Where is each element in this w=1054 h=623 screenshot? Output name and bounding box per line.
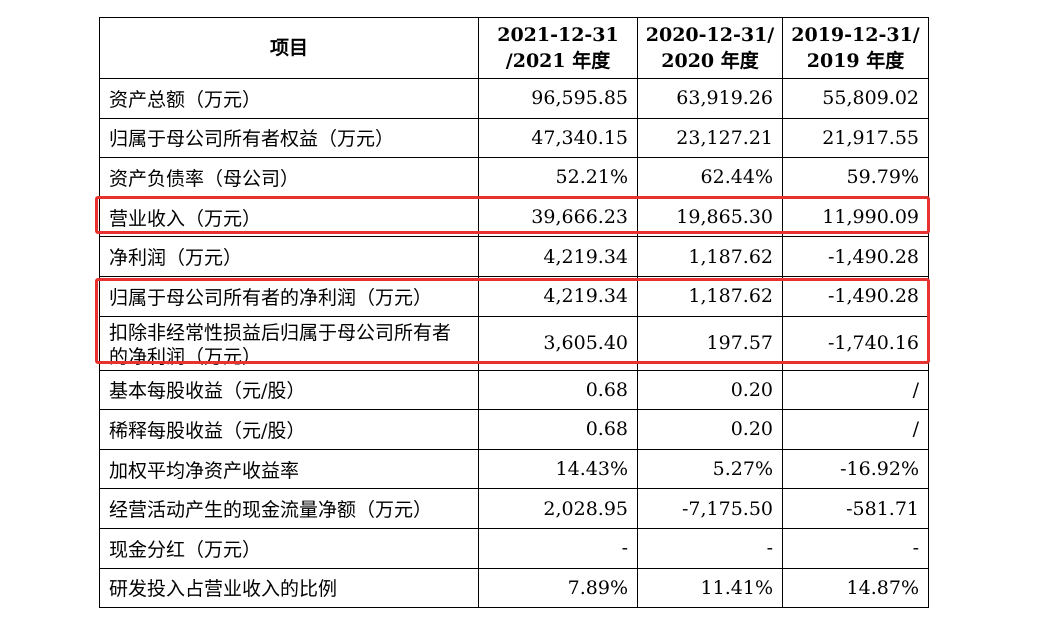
value-2020: 1,187.62 [637, 275, 783, 317]
value-2020: 62.44% [637, 157, 783, 198]
value-2019: 21,917.55 [782, 117, 929, 159]
value-2019: -1,490.28 [782, 236, 929, 277]
table-row: 经营活动产生的现金流量净额（万元） 2,028.95 -7,175.50 -58… [99, 488, 929, 529]
row-label: 扣除非经常性损益后归属于母公司所有者的净利润（万元） [99, 315, 479, 371]
table-row: 稀释每股收益（元/股） 0.68 0.20 / [99, 409, 929, 450]
header-2019: 2019-12-31/2019 年度 [782, 17, 929, 79]
table-row-adjusted-net-profit: 扣除非经常性损益后归属于母公司所有者的净利润（万元） 3,605.40 197.… [99, 315, 929, 371]
header-2020: 2020-12-31/2020 年度 [637, 17, 783, 79]
value-2021: 14.43% [478, 448, 638, 490]
table-row: 加权平均净资产收益率 14.43% 5.27% -16.92% [99, 448, 929, 490]
value-2021: 4,219.34 [478, 275, 638, 317]
value-2021: 47,340.15 [478, 117, 638, 159]
value-2019: -581.71 [782, 488, 929, 529]
value-2019: -16.92% [782, 448, 929, 490]
table-row-parent-net-profit: 归属于母公司所有者的净利润（万元） 4,219.34 1,187.62 -1,4… [99, 275, 929, 317]
row-label: 归属于母公司所有者权益（万元） [99, 117, 479, 159]
row-label-text: 扣除非经常性损益后归属于母公司所有者的净利润（万元） [109, 321, 452, 366]
value-2019: 59.79% [782, 157, 929, 198]
table-row: 研发投入占营业收入的比例 7.89% 11.41% 14.87% [99, 567, 929, 609]
value-2021: 39,666.23 [478, 196, 638, 238]
table-row: 资产总额（万元） 96,595.85 63,919.26 55,809.02 [99, 78, 929, 119]
value-2019: 11,990.09 [782, 196, 929, 238]
value-2019: 55,809.02 [782, 78, 929, 119]
value-2019: - [782, 527, 929, 569]
value-2020: 11.41% [637, 567, 783, 609]
value-2021: 96,595.85 [478, 78, 638, 119]
row-label: 加权平均净资产收益率 [99, 448, 479, 490]
table-row-revenue: 营业收入（万元） 39,666.23 19,865.30 11,990.09 [99, 196, 929, 238]
value-2021: 0.68 [478, 409, 638, 450]
value-2020: 1,187.62 [637, 236, 783, 277]
value-2019: / [782, 409, 929, 450]
value-2020: - [637, 527, 783, 569]
value-2021: 0.68 [478, 369, 638, 411]
value-2020: 19,865.30 [637, 196, 783, 238]
row-label: 归属于母公司所有者的净利润（万元） [99, 275, 479, 317]
value-2020: 0.20 [637, 369, 783, 411]
value-2021: 2,028.95 [478, 488, 638, 529]
table-row: 资产负债率（母公司） 52.21% 62.44% 59.79% [99, 157, 929, 198]
value-2021: - [478, 527, 638, 569]
header-row: 项目 2021-12-31/2021 年度 2020-12-31/2020 年度… [99, 17, 929, 79]
row-label: 研发投入占营业收入的比例 [99, 567, 479, 609]
row-label: 净利润（万元） [99, 236, 479, 277]
row-label: 现金分红（万元） [99, 527, 479, 569]
value-2019: / [782, 369, 929, 411]
row-label: 稀释每股收益（元/股） [99, 409, 479, 450]
header-item: 项目 [99, 17, 479, 79]
value-2019: 14.87% [782, 567, 929, 609]
value-2019: -1,490.28 [782, 275, 929, 317]
value-2020: -7,175.50 [637, 488, 783, 529]
table-row: 归属于母公司所有者权益（万元） 47,340.15 23,127.21 21,9… [99, 117, 929, 159]
row-label: 营业收入（万元） [99, 196, 479, 238]
value-2020: 23,127.21 [637, 117, 783, 159]
value-2021: 52.21% [478, 157, 638, 198]
row-label: 资产总额（万元） [99, 78, 479, 119]
table-row: 净利润（万元） 4,219.34 1,187.62 -1,490.28 [99, 236, 929, 277]
value-2020: 197.57 [637, 315, 783, 371]
row-label: 经营活动产生的现金流量净额（万元） [99, 488, 479, 529]
row-label: 资产负债率（母公司） [99, 157, 479, 198]
header-2021: 2021-12-31/2021 年度 [478, 17, 638, 79]
value-2021: 3,605.40 [478, 315, 638, 371]
row-label: 基本每股收益（元/股） [99, 369, 479, 411]
table-row: 基本每股收益（元/股） 0.68 0.20 / [99, 369, 929, 411]
financial-data-table: 项目 2021-12-31/2021 年度 2020-12-31/2020 年度… [99, 17, 929, 609]
value-2019: -1,740.16 [782, 315, 929, 371]
value-2020: 5.27% [637, 448, 783, 490]
value-2021: 4,219.34 [478, 236, 638, 277]
value-2020: 0.20 [637, 409, 783, 450]
table-row: 现金分红（万元） - - - [99, 527, 929, 569]
value-2021: 7.89% [478, 567, 638, 609]
value-2020: 63,919.26 [637, 78, 783, 119]
